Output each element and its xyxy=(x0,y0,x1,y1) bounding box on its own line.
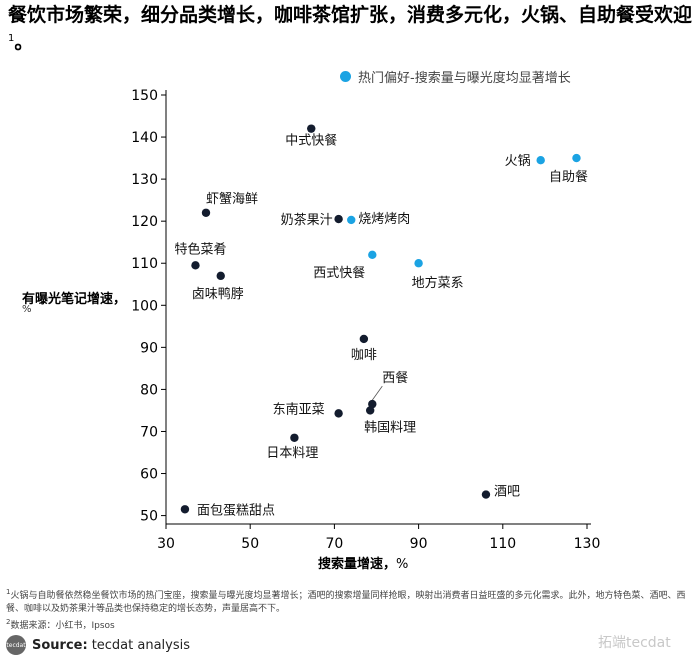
x-tick-label: 110 xyxy=(489,536,516,552)
y-tick-label: 140 xyxy=(131,130,158,146)
x-tick-label: 50 xyxy=(241,536,259,552)
scatter-point xyxy=(368,250,377,260)
source-line: tecdat Source: tecdat analysis xyxy=(6,635,190,655)
y-tick-label: 130 xyxy=(131,172,158,188)
x-tick-label: 130 xyxy=(574,536,601,552)
source-text: tecdat analysis xyxy=(91,637,191,653)
x-tick-label: 70 xyxy=(325,536,343,552)
point-label: 虾蟹海鲜 xyxy=(206,192,258,207)
point-label: 特色菜肴 xyxy=(174,241,226,257)
point-label: 卤味鸭脖 xyxy=(192,286,244,302)
y-tick-label: 120 xyxy=(131,214,158,230)
legend-marker xyxy=(340,71,351,82)
tecdat-logo-icon: tecdat xyxy=(6,635,26,655)
legend-label: 热门偏好-搜索量与曝光度均显著增长 xyxy=(358,71,571,86)
point-label: 面包蛋糕甜点 xyxy=(197,502,275,518)
y-tick-label: 50 xyxy=(140,509,158,525)
scatter-point xyxy=(334,409,343,418)
source-label: Source: xyxy=(32,637,88,653)
footnote-2: 2数据来源：小红书，Ipsos xyxy=(6,618,115,631)
scatter-point xyxy=(365,406,375,415)
point-label: 中式快餐 xyxy=(285,133,337,149)
footnote-1: 1火锅与自助餐依然稳坐餐饮市场的热门宝座，搜索量与曝光度均显著增长；酒吧的搜索增… xyxy=(6,588,686,614)
scatter-point xyxy=(368,399,377,409)
chart-title: 餐饮市场繁荣，细分品类增长，咖啡茶馆扩张，消费多元化，火锅、自助餐受欢迎1。 xyxy=(8,4,693,54)
scatter-point xyxy=(572,153,581,163)
scatter-point xyxy=(290,433,299,442)
point-label: 东南亚菜 xyxy=(273,401,325,417)
point-label: 地方菜系 xyxy=(412,275,464,291)
x-axis-label-text: 搜索量增速， xyxy=(318,557,397,572)
scatter-chart: 50 60 70 80 90 100 110 120 130 140 150 30 50 70 90 110 1… xyxy=(131,88,601,552)
footnotes: 1火锅与自助餐依然稳坐餐饮市场的热门宝座，搜索量与曝光度均显著增长；酒吧的搜索增… xyxy=(6,586,696,633)
point-label: 西式快餐 xyxy=(313,265,365,281)
point-label: 酒吧 xyxy=(494,485,520,500)
y-tick-label: 100 xyxy=(131,298,158,314)
point-label: 日本料理 xyxy=(266,446,318,461)
annotation-leader-line xyxy=(371,385,383,401)
y-axis-label: 有曝光笔记增速， xyxy=(22,292,127,307)
scatter-point xyxy=(191,261,200,270)
point-label: 咖啡 xyxy=(351,348,377,363)
point-label: 烧烤烤肉 xyxy=(358,212,410,227)
point-label: 西餐 xyxy=(382,370,408,386)
scatter-point xyxy=(216,271,225,281)
watermark: 拓端tecdat xyxy=(598,635,671,651)
scatter-point xyxy=(347,215,356,225)
point-label: 韩国料理 xyxy=(364,420,416,435)
x-tick-label: 90 xyxy=(410,536,428,552)
scatter-point xyxy=(359,334,369,344)
y-tick-label: 150 xyxy=(131,88,158,104)
y-tick-label: 70 xyxy=(140,424,158,440)
scatter-point xyxy=(481,490,491,499)
scatter-point xyxy=(536,155,545,165)
y-tick-label: 80 xyxy=(140,382,158,398)
scatter-point xyxy=(414,259,423,268)
scatter-point xyxy=(180,505,190,514)
title-footnote-marker: 1 xyxy=(8,33,15,44)
scatter-point xyxy=(201,208,211,217)
x-axis-label: 搜索量增速，% xyxy=(318,553,408,572)
y-tick-label: 90 xyxy=(140,340,158,356)
legend: 热门偏好-搜索量与曝光度均显著增长 xyxy=(340,67,571,86)
y-axis-unit: % xyxy=(22,304,32,315)
scatter-point xyxy=(307,124,316,133)
scatter-point xyxy=(334,214,343,224)
y-tick-label: 110 xyxy=(131,256,158,272)
point-label: 自助餐 xyxy=(549,169,588,185)
x-axis-unit: % xyxy=(396,557,409,572)
x-tick-label: 30 xyxy=(157,536,175,552)
point-label: 奶茶果汁 xyxy=(281,212,333,228)
point-label: 火锅 xyxy=(505,153,531,169)
y-tick-label: 60 xyxy=(140,467,158,483)
